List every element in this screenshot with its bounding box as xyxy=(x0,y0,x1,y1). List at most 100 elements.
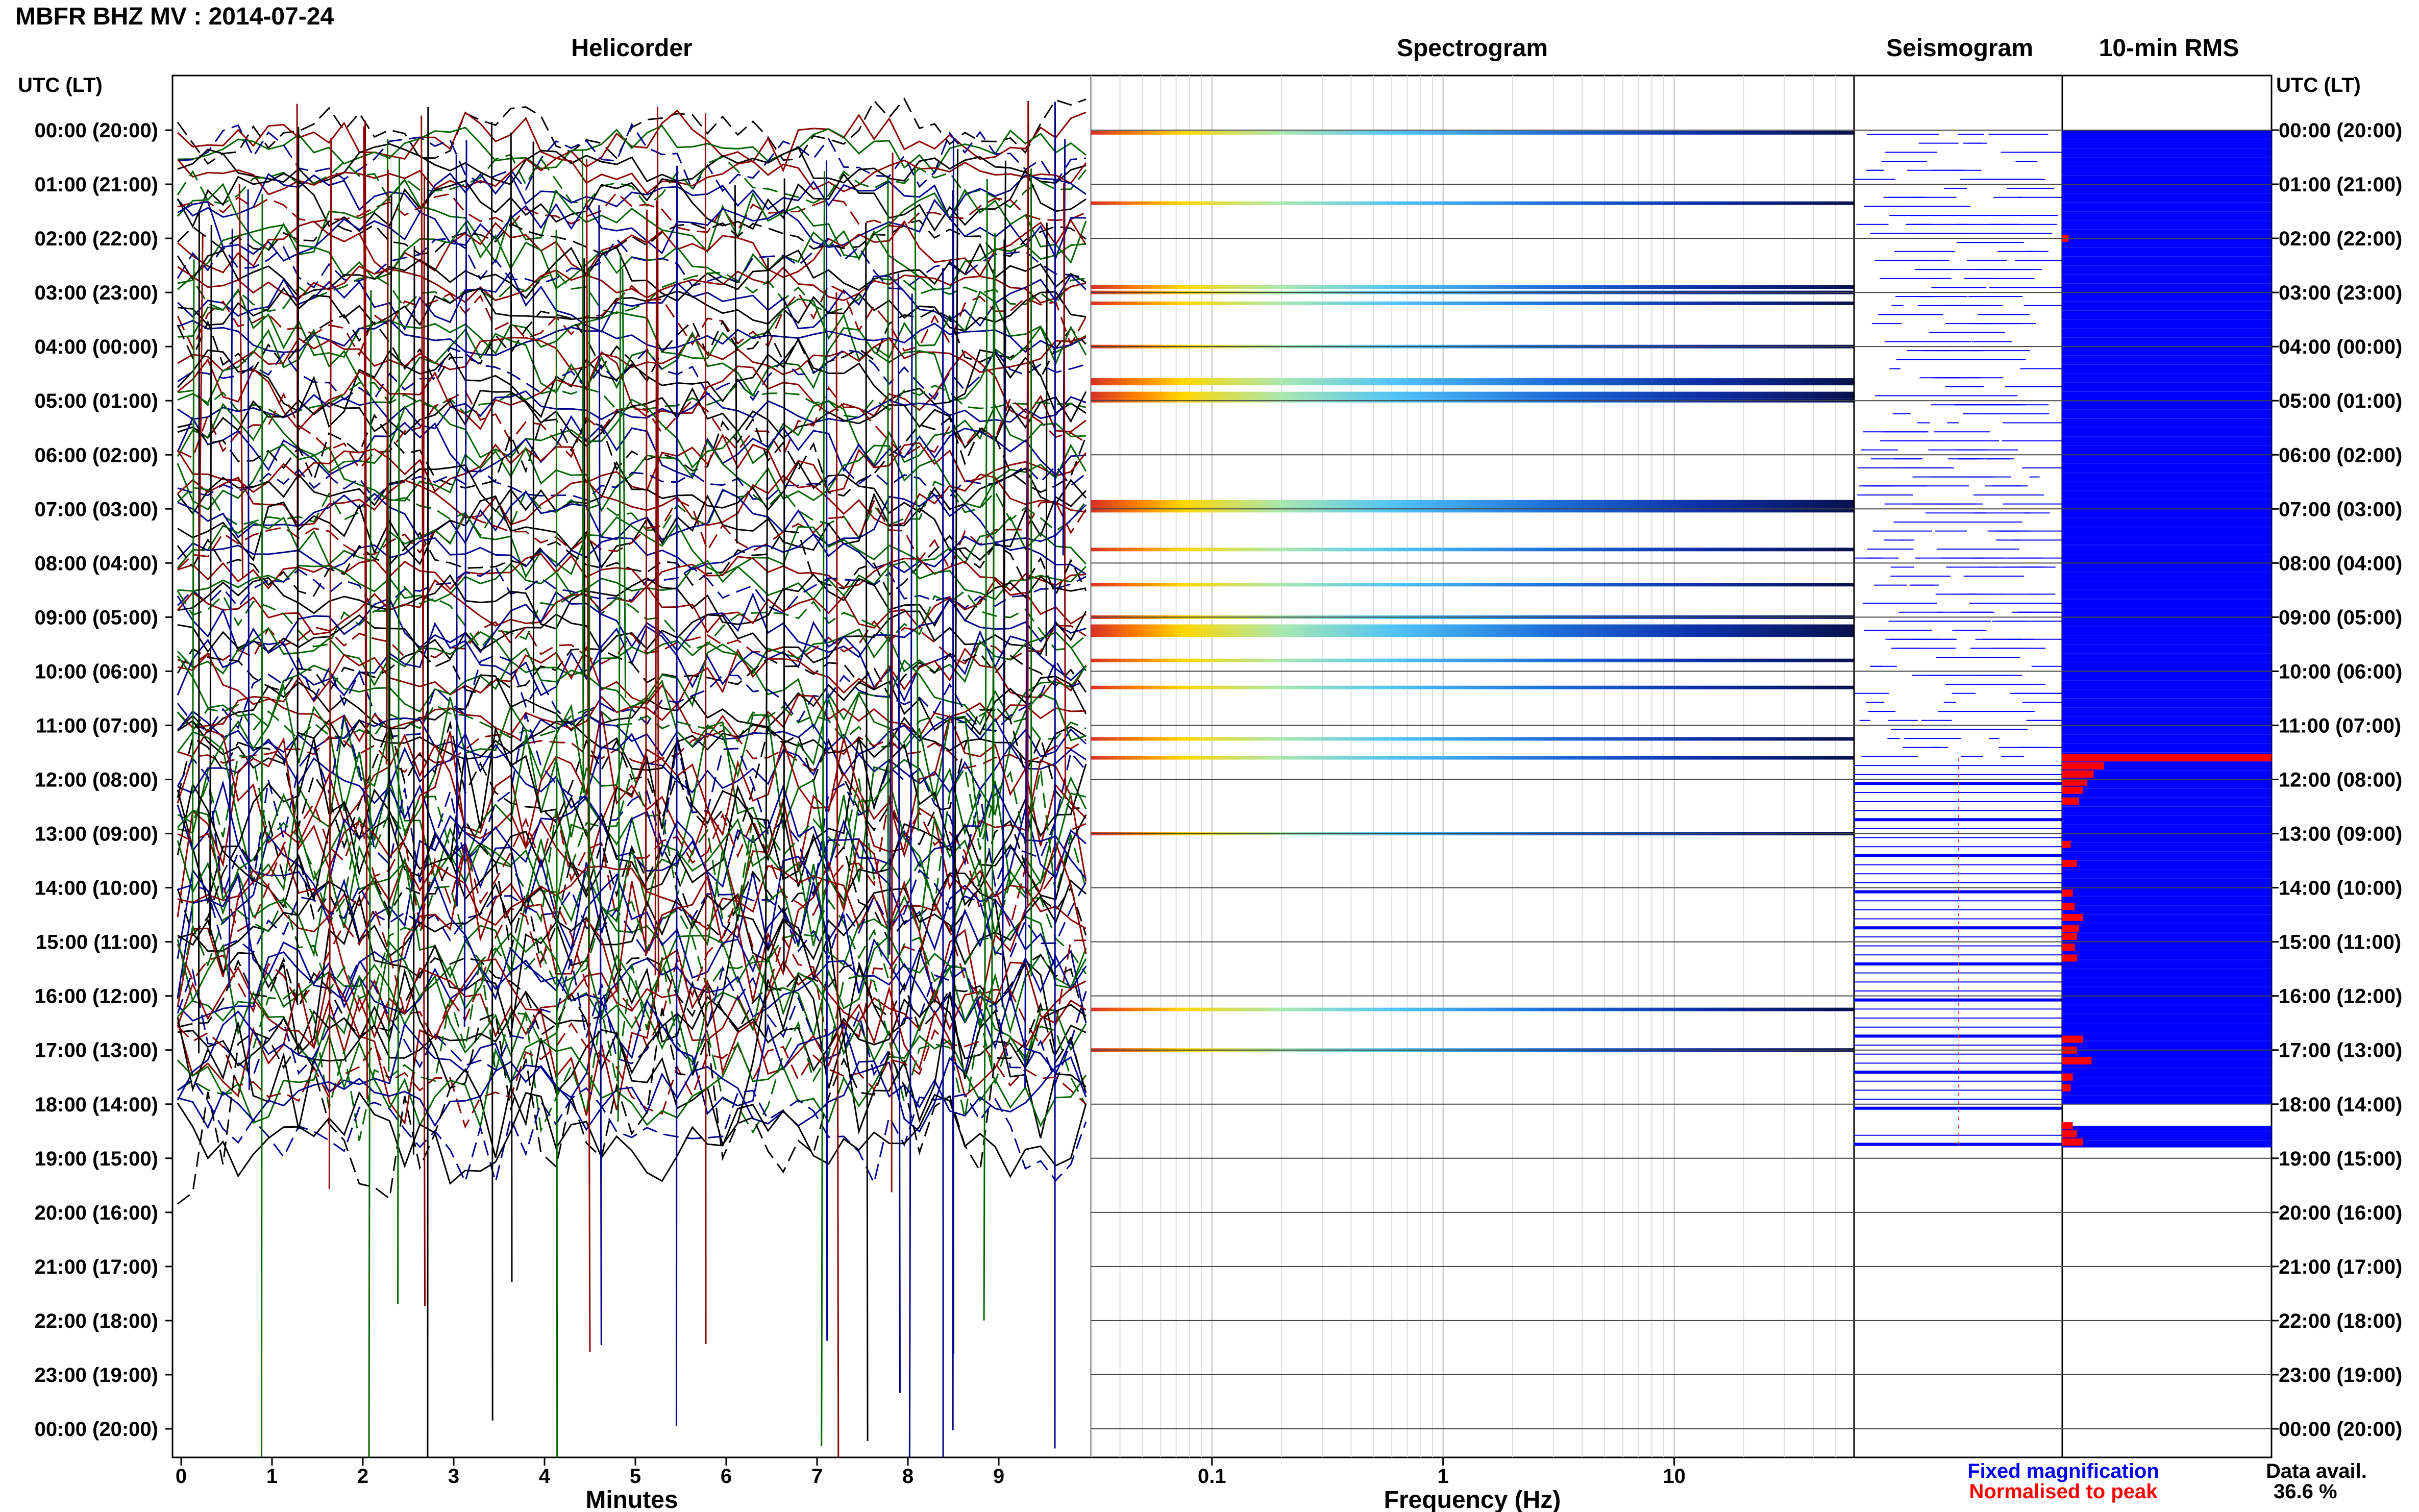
helicorder-spike xyxy=(645,209,648,956)
hour-tick-label-right: 10:00 (06:00) xyxy=(2279,660,2402,683)
helicorder-spike xyxy=(421,115,426,1306)
helicorder-trace xyxy=(177,143,1087,186)
hour-tick-label-right: 09:00 (05:00) xyxy=(2279,606,2402,629)
hour-tick-label-right: 08:00 (04:00) xyxy=(2279,552,2402,575)
helicorder-spike xyxy=(656,107,659,992)
hour-tick-label-right: 07:00 (03:00) xyxy=(2279,498,2402,520)
hour-tick-label-right: 13:00 (09:00) xyxy=(2279,823,2402,846)
helicorder-trace xyxy=(177,337,1087,428)
helicorder-panel xyxy=(171,75,1092,1458)
frequency-tick-label: 1 xyxy=(1438,1465,1449,1488)
helicorder-trace xyxy=(177,869,1087,960)
hour-tick-label-left: 13:00 (09:00) xyxy=(35,823,158,846)
helicorder-spike xyxy=(238,184,244,579)
helicorder-trace xyxy=(177,730,1087,773)
rms-peak-bar xyxy=(2062,859,2077,867)
spectrogram-event-row xyxy=(1091,285,1854,289)
hour-tick-label-left: 23:00 (19:00) xyxy=(35,1364,158,1386)
helicorder-spike xyxy=(821,171,826,1446)
helicorder-trace xyxy=(177,242,1087,302)
helicorder-trace xyxy=(177,390,1087,430)
hour-tick-label-left: 09:00 (05:00) xyxy=(35,606,158,629)
helicorder-trace xyxy=(177,399,1087,474)
helicorder-spike xyxy=(581,150,584,793)
helicorder-trace xyxy=(177,565,1087,615)
rms-peak-bar xyxy=(2062,1122,2073,1130)
helicorder-spike xyxy=(865,222,869,1441)
hour-tick-label-left: 20:00 (16:00) xyxy=(35,1202,158,1224)
helicorder-traces xyxy=(177,97,1087,1458)
right-axis-header: UTC (LT) xyxy=(2276,74,2361,96)
helicorder-trace xyxy=(177,178,1087,264)
panel-title-rms: 10-min RMS xyxy=(2099,35,2239,62)
rms-peak-bar xyxy=(2062,889,2073,897)
hour-tick-label-left: 08:00 (04:00) xyxy=(35,552,158,575)
helicorder-trace xyxy=(177,553,1087,591)
helicorder-spike xyxy=(764,258,769,1037)
hour-tick-label-right: 04:00 (00:00) xyxy=(2279,336,2402,358)
helicorder-trace xyxy=(177,346,1087,402)
hour-tick-label-left: 02:00 (22:00) xyxy=(35,228,158,250)
hour-tick-label-left: 14:00 (10:00) xyxy=(35,877,158,900)
helicorder-trace xyxy=(177,573,1087,630)
hour-tick-label-left: 15:00 (11:00) xyxy=(36,931,158,954)
panel-title-spectrogram: Spectrogram xyxy=(1397,35,1548,62)
helicorder-spike xyxy=(261,194,263,1458)
helicorder-spike xyxy=(835,292,840,1458)
rms-panel xyxy=(2061,75,2273,1458)
helicorder-trace xyxy=(177,1022,1087,1129)
hour-tick-label-right: 20:00 (16:00) xyxy=(2279,1202,2402,1224)
spectrogram-event-row xyxy=(1091,378,1854,386)
helicorder-trace xyxy=(177,325,1087,404)
hour-tick-labels-left: 00:00 (20:00) 01:00 (21:00) 02:00 (22:00) 0… xyxy=(35,119,158,1441)
helicorder-trace xyxy=(177,109,1087,173)
hour-tick-label-right: 02:00 (22:00) xyxy=(2279,228,2402,250)
rms-fixed-block xyxy=(2062,1126,2272,1148)
frequency-tick-label: 10 xyxy=(1663,1465,1686,1488)
data-avail-label: Data avail. xyxy=(2266,1460,2367,1482)
minute-tick-label: 3 xyxy=(448,1465,459,1488)
helicorder-trace xyxy=(177,711,1087,856)
helicorder-spike xyxy=(585,159,591,1352)
hour-tick-label-left: 06:00 (02:00) xyxy=(35,444,158,466)
hour-tick-label-left: 18:00 (14:00) xyxy=(35,1094,158,1116)
hour-tick-label-right: 14:00 (10:00) xyxy=(2279,877,2402,900)
helicorder-spike xyxy=(364,120,368,1100)
helicorder-trace xyxy=(177,704,1087,891)
rms-peak-bar xyxy=(2062,933,2077,940)
helicorder-trace xyxy=(177,221,1087,291)
hour-tick-label-left: 00:00 (20:00) xyxy=(35,119,158,142)
rms-peak-bar xyxy=(2062,1057,2092,1064)
hour-tick-label-left: 04:00 (00:00) xyxy=(35,336,158,358)
helicorder-spike xyxy=(191,259,195,924)
helicorder-trace xyxy=(177,270,1087,333)
helicorder-trace xyxy=(177,1078,1087,1185)
rms-peak-bar xyxy=(2062,840,2071,848)
rms-peak-bar xyxy=(2062,778,2088,786)
helicorder-trace xyxy=(177,461,1087,515)
helicorder-trace xyxy=(177,795,1087,932)
helicorder-trace xyxy=(177,782,1087,909)
minutes-axis-label: Minutes xyxy=(585,1486,678,1512)
helicorder-spike xyxy=(983,179,988,1321)
rms-peak-bar xyxy=(2062,1130,2077,1138)
rms-peak-bar xyxy=(2062,797,2079,805)
hour-tick-label-right: 17:00 (13:00) xyxy=(2279,1039,2402,1062)
hour-tick-label-right: 18:00 (14:00) xyxy=(2279,1094,2402,1116)
rms-peak-bar xyxy=(2062,786,2083,794)
helicorder-spike xyxy=(247,189,250,1090)
helicorder-spike xyxy=(328,137,332,1189)
helicorder-spike xyxy=(942,268,944,1458)
helicorder-trace xyxy=(177,586,1087,651)
helicorder-spike xyxy=(412,246,415,1155)
spectrogram-event-row xyxy=(1091,685,1854,689)
helicorder-spike xyxy=(228,229,233,988)
helicorder-spike xyxy=(598,205,602,1345)
helicorder-spike xyxy=(1063,183,1067,799)
normalised-to-peak-label: Normalised to peak xyxy=(1969,1480,2158,1503)
helicorder-trace xyxy=(177,172,1087,221)
hour-tick-label-right: 12:00 (08:00) xyxy=(2279,769,2402,791)
figure-title: MBFR BHZ MV : 2014-07-24 xyxy=(15,3,334,30)
rms-peak-bar xyxy=(2062,913,2083,921)
